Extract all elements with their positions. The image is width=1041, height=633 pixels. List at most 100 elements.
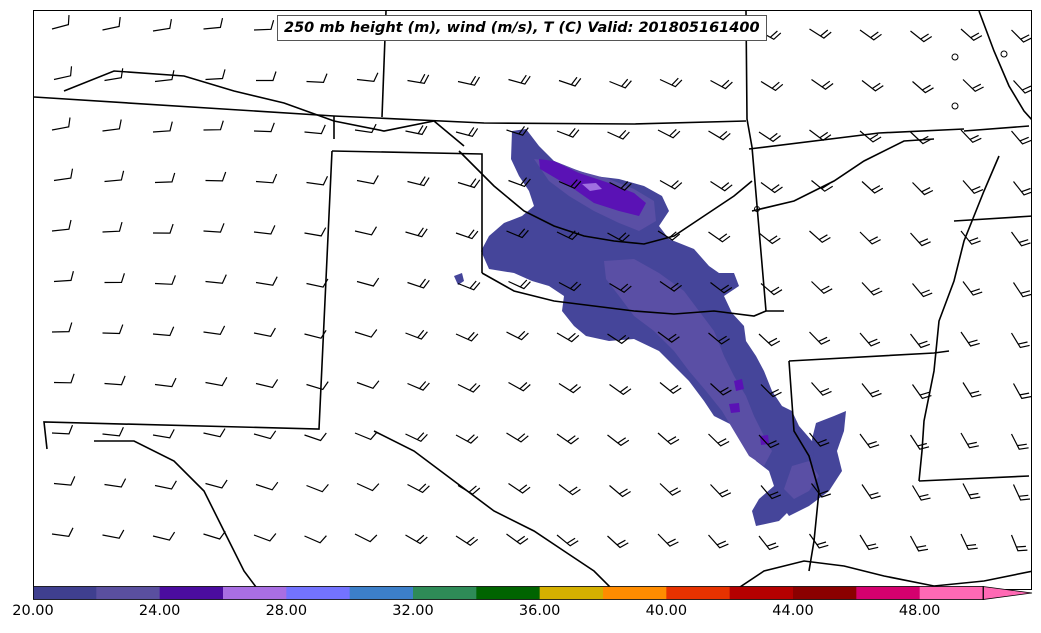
wind-barb: [859, 433, 880, 449]
wind-barb: [758, 434, 780, 449]
wind-barb: [1013, 181, 1031, 196]
arkansas-west-border: [751, 146, 784, 312]
wind-barb: [455, 535, 479, 547]
wind-barb: [1012, 282, 1031, 298]
wind-barb: [962, 180, 984, 195]
wind-barb: [253, 430, 277, 440]
wind-barb: [659, 179, 683, 190]
brazos-river: [373, 430, 614, 589]
wind-barb: [659, 382, 682, 394]
wind-barb: [659, 281, 682, 292]
wind-barb: [910, 131, 932, 145]
wind-barb: [53, 66, 73, 81]
wind-barb: [962, 382, 982, 398]
wind-barb: [962, 483, 981, 500]
wind-barb: [356, 72, 379, 82]
wind-barb: [809, 331, 831, 345]
wind-barb: [102, 324, 124, 335]
wind-barb: [657, 533, 679, 547]
lake-marker: [951, 53, 959, 61]
wind-barb: [51, 219, 72, 232]
wind-barb: [253, 533, 277, 542]
wind-barb: [861, 383, 882, 398]
map-title: 250 mb height (m), wind (m/s), T (C) Val…: [277, 15, 767, 41]
wind-barb: [859, 130, 882, 143]
wind-barb: [205, 69, 226, 81]
louisiana-north-border: [788, 350, 950, 362]
wind-barb: [407, 176, 430, 187]
wind-barb: [405, 534, 428, 545]
wind-barb: [960, 331, 980, 347]
wind-barb: [1011, 231, 1031, 247]
wind-barb: [306, 175, 329, 186]
colorbar-tick-label: 28.00: [265, 603, 308, 619]
wind-barb: [657, 128, 681, 139]
wind-barb: [1010, 534, 1028, 552]
wind-barb: [104, 478, 127, 488]
gulf-coast: [735, 560, 1031, 589]
wind-barb: [154, 480, 177, 490]
wind-barb: [508, 483, 531, 494]
wind-barb: [457, 484, 481, 495]
wind-barb: [407, 278, 430, 289]
wind-barb: [152, 18, 172, 32]
wind-barb: [152, 531, 176, 541]
shaded-region-mid-3: [784, 461, 819, 499]
wind-barb: [609, 282, 632, 294]
tennessee-border: [963, 125, 1030, 132]
wind-barb: [758, 232, 781, 245]
wind-barb: [1010, 433, 1029, 450]
wind-barb: [455, 127, 479, 137]
shaded-field: [454, 129, 846, 526]
wind-barb: [354, 123, 377, 134]
kansas-east-border: [745, 11, 753, 148]
red-river: [481, 272, 767, 317]
colorbar-segment: [223, 586, 287, 600]
wind-barbs: [51, 15, 1031, 552]
wind-barb: [811, 79, 834, 90]
wind-barb: [407, 483, 430, 494]
wind-barb: [909, 434, 930, 450]
kansas-river: [63, 70, 465, 147]
colorbar-tick-label: 24.00: [138, 603, 181, 619]
wind-barb: [910, 333, 931, 349]
wind-barb: [912, 283, 933, 298]
wind-barb: [556, 332, 580, 343]
wind-barb: [457, 75, 481, 86]
colorbar-tick-label: 20.00: [12, 603, 54, 619]
colorbar-segment: [349, 586, 414, 600]
wind-barb: [710, 383, 732, 396]
wind-barb: [758, 131, 781, 143]
wind-barb: [657, 432, 680, 445]
wind-barb: [910, 232, 931, 247]
wind-barb: [710, 484, 732, 498]
wind-barb: [609, 181, 632, 191]
colorbar-segment: [793, 586, 857, 600]
texas-east-border: [788, 360, 820, 572]
kansas-south-border: [34, 96, 747, 125]
wind-barb: [960, 533, 978, 551]
wind-barb: [556, 230, 580, 241]
wind-barb: [356, 482, 380, 492]
wind-barb: [203, 223, 225, 233]
wind-barb: [558, 382, 582, 394]
wind-barb: [758, 333, 781, 347]
wind-barb: [708, 534, 729, 549]
shaded-region-core-spot-2: [729, 403, 740, 413]
wind-barb: [306, 381, 329, 391]
wind-barb: [657, 331, 680, 343]
wind-barb: [304, 535, 327, 544]
wind-barb: [859, 29, 882, 41]
colorbar-segment: [729, 586, 794, 600]
wind-barb: [102, 529, 125, 539]
wind-barb: [910, 30, 933, 43]
wind-barb: [1013, 80, 1031, 94]
wind-barb: [861, 181, 884, 194]
wind-barb: [912, 182, 934, 196]
colorbar-segment: [413, 586, 477, 600]
wind-barb: [609, 78, 632, 89]
wind-barb: [909, 535, 929, 552]
wind-barb: [102, 119, 122, 132]
wind-barb: [659, 483, 681, 496]
colorbar-extend-arrow: [982, 586, 1033, 600]
